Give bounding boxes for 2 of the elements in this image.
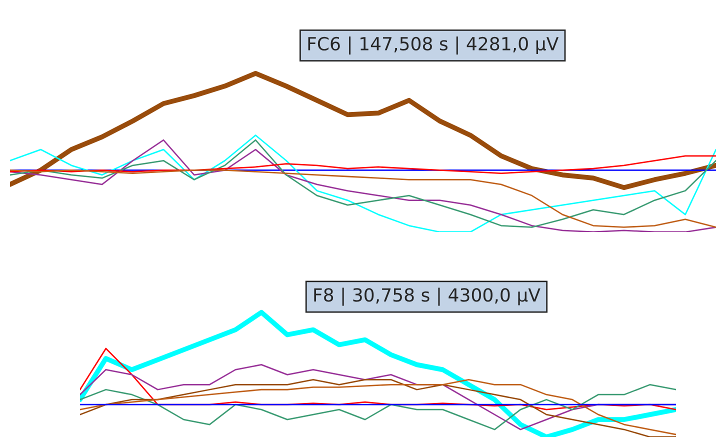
text: FC6 | 147,508 s | 4281,0 µV xyxy=(308,36,559,55)
text: F8 | 30,758 s | 4300,0 µV xyxy=(314,288,540,306)
